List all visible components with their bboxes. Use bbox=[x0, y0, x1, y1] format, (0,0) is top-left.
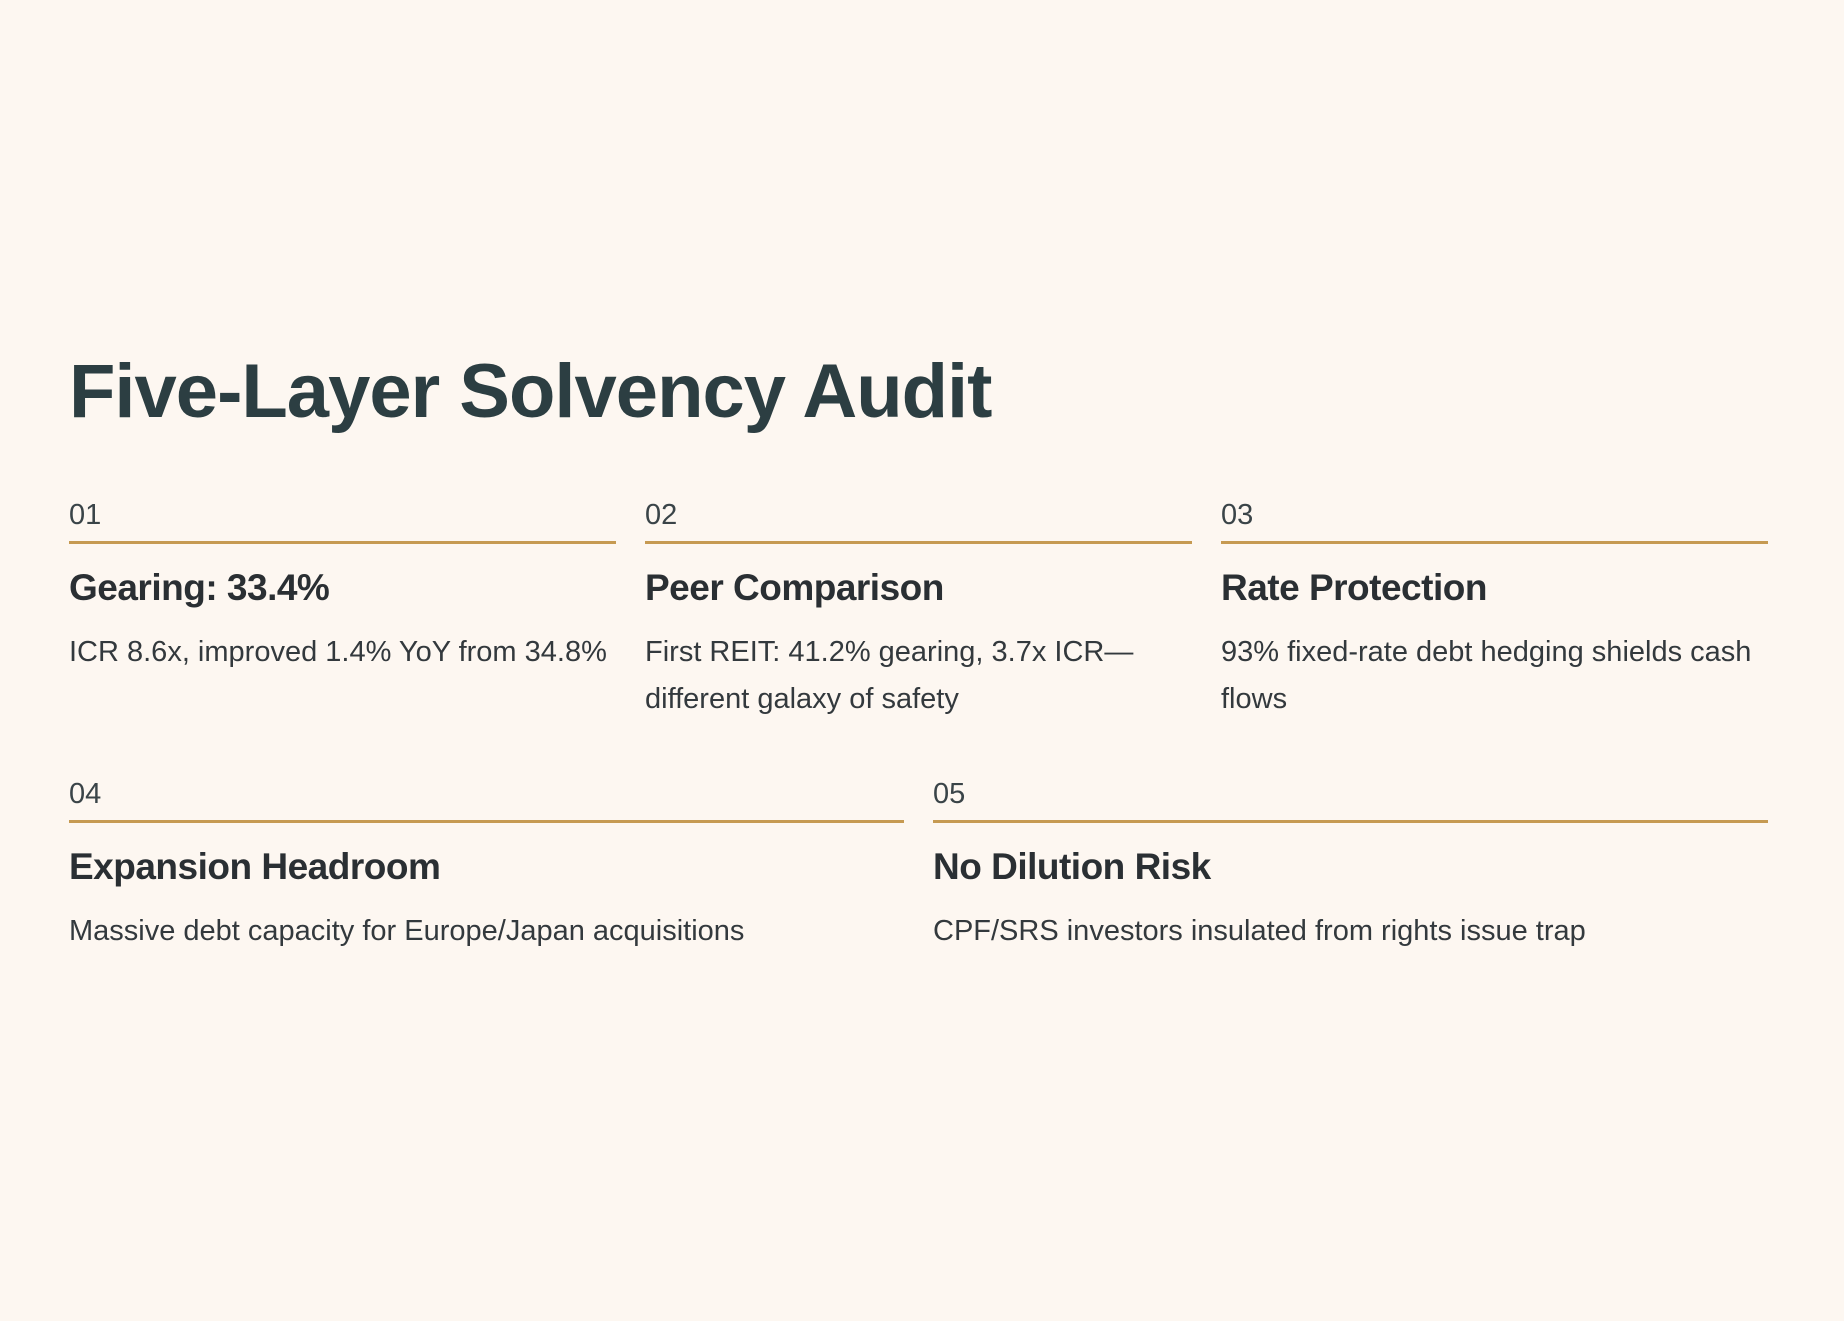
accent-divider bbox=[933, 820, 1768, 823]
layer-number: 01 bbox=[69, 499, 102, 531]
accent-divider bbox=[645, 541, 1192, 544]
layer-heading: No Dilution Risk bbox=[933, 846, 1211, 887]
layer-heading: Rate Protection bbox=[1221, 567, 1487, 608]
page-title: Five-Layer Solvency Audit bbox=[69, 349, 992, 434]
accent-divider bbox=[1221, 541, 1768, 544]
layer-description: CPF/SRS investors insulated from rights … bbox=[933, 915, 1586, 947]
layer-number: 02 bbox=[645, 499, 678, 531]
layer-description: 93% fixed-rate debt hedging shields cash… bbox=[1221, 636, 1752, 715]
layer-description: ICR 8.6x, improved 1.4% YoY from 34.8% bbox=[69, 636, 607, 668]
layer-number: 04 bbox=[69, 778, 102, 810]
accent-divider bbox=[69, 820, 904, 823]
layer-heading: Expansion Headroom bbox=[69, 846, 441, 887]
layer-heading: Peer Comparison bbox=[645, 567, 944, 608]
accent-divider bbox=[69, 541, 616, 544]
layer-description: First REIT: 41.2% gearing, 3.7x ICR—diff… bbox=[645, 636, 1134, 715]
slide: Five-Layer Solvency Audit 01 Gearing: 33… bbox=[69, 0, 1768, 1321]
layer-heading: Gearing: 33.4% bbox=[69, 567, 330, 608]
layer-number: 05 bbox=[933, 778, 966, 810]
layer-description: Massive debt capacity for Europe/Japan a… bbox=[69, 915, 745, 947]
layer-number: 03 bbox=[1221, 499, 1254, 531]
